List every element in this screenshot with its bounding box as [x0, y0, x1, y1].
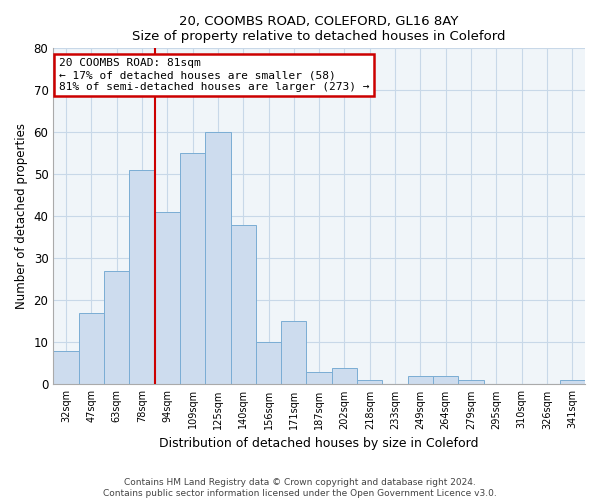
Bar [560, 380, 585, 384]
Bar [230, 225, 256, 384]
Text: Contains HM Land Registry data © Crown copyright and database right 2024.
Contai: Contains HM Land Registry data © Crown c… [103, 478, 497, 498]
Bar [129, 170, 155, 384]
Bar [281, 322, 307, 384]
Bar [307, 372, 332, 384]
Bar [155, 212, 180, 384]
Bar [79, 313, 104, 384]
Text: 20 COOMBS ROAD: 81sqm
← 17% of detached houses are smaller (58)
81% of semi-deta: 20 COOMBS ROAD: 81sqm ← 17% of detached … [59, 58, 369, 92]
Title: 20, COOMBS ROAD, COLEFORD, GL16 8AY
Size of property relative to detached houses: 20, COOMBS ROAD, COLEFORD, GL16 8AY Size… [133, 15, 506, 43]
Bar [332, 368, 357, 384]
Bar [205, 132, 230, 384]
Bar [408, 376, 433, 384]
Bar [433, 376, 458, 384]
Bar [104, 271, 129, 384]
Y-axis label: Number of detached properties: Number of detached properties [15, 124, 28, 310]
Bar [53, 351, 79, 384]
Bar [357, 380, 382, 384]
Bar [256, 342, 281, 384]
X-axis label: Distribution of detached houses by size in Coleford: Distribution of detached houses by size … [160, 437, 479, 450]
Bar [180, 154, 205, 384]
Bar [458, 380, 484, 384]
